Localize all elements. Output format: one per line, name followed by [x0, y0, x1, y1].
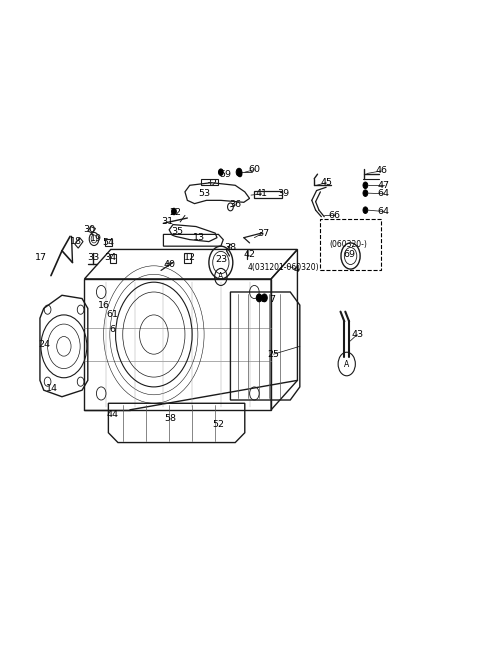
Text: 54: 54 [102, 238, 114, 247]
Text: 4: 4 [293, 264, 300, 274]
Text: 39: 39 [277, 190, 289, 198]
Text: 12: 12 [184, 253, 196, 262]
Text: 7: 7 [270, 295, 276, 304]
Text: 38: 38 [224, 243, 237, 252]
Text: 60: 60 [248, 165, 260, 174]
Text: A: A [218, 272, 224, 281]
Text: 40: 40 [163, 260, 175, 269]
Circle shape [262, 294, 267, 302]
Text: 44: 44 [106, 410, 118, 419]
Text: 33: 33 [87, 253, 99, 262]
Text: (060320-): (060320-) [329, 239, 367, 249]
Text: 14: 14 [47, 384, 59, 393]
Text: 36: 36 [229, 201, 241, 209]
Text: 64: 64 [378, 190, 390, 198]
Text: 23: 23 [216, 255, 228, 264]
Text: 18: 18 [70, 237, 82, 246]
Text: 34: 34 [104, 253, 116, 262]
Text: 43: 43 [351, 330, 363, 339]
Text: 17: 17 [36, 253, 48, 262]
Text: 41: 41 [255, 190, 267, 198]
Circle shape [363, 207, 368, 213]
Text: 6: 6 [109, 325, 115, 335]
Text: 4(031201-060320): 4(031201-060320) [247, 262, 319, 272]
Text: 22: 22 [169, 208, 181, 216]
Text: 69: 69 [343, 249, 355, 258]
Text: 16: 16 [97, 300, 109, 310]
Text: 30: 30 [83, 225, 96, 234]
Text: 35: 35 [172, 226, 184, 236]
Text: 37: 37 [257, 228, 269, 237]
Circle shape [363, 182, 368, 188]
Text: 24: 24 [39, 340, 51, 349]
Text: 13: 13 [193, 233, 205, 242]
Text: 45: 45 [320, 178, 332, 187]
Circle shape [256, 294, 262, 302]
Text: 66: 66 [329, 211, 341, 220]
Text: 64: 64 [378, 207, 390, 216]
Text: 61: 61 [106, 310, 118, 319]
Text: 19: 19 [89, 234, 101, 243]
Circle shape [238, 172, 242, 176]
Text: 52: 52 [213, 420, 225, 430]
Circle shape [218, 169, 223, 175]
Text: 5: 5 [260, 295, 266, 304]
Text: 31: 31 [161, 216, 173, 226]
Text: 59: 59 [220, 170, 232, 178]
Text: 32: 32 [205, 180, 217, 188]
Text: 46: 46 [375, 167, 387, 175]
Circle shape [236, 169, 242, 176]
Text: 58: 58 [165, 414, 177, 423]
Text: 53: 53 [198, 190, 210, 198]
Circle shape [171, 208, 176, 215]
Text: 25: 25 [267, 350, 279, 359]
Text: A: A [344, 359, 349, 369]
Text: 42: 42 [243, 250, 255, 259]
Text: 47: 47 [378, 181, 390, 190]
Circle shape [363, 190, 368, 196]
